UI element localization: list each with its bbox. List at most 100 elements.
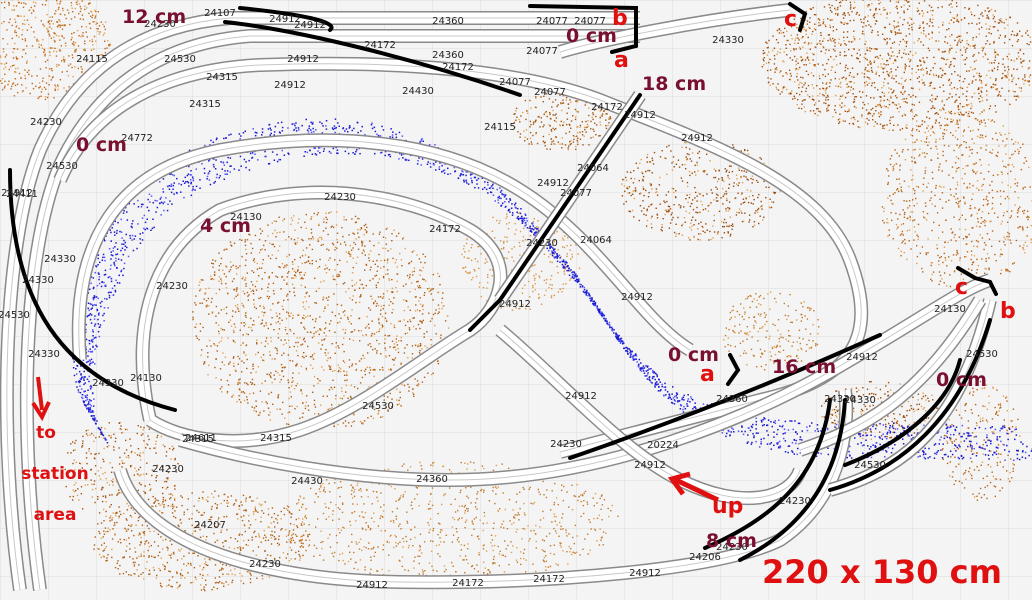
terrain-speck <box>551 106 553 108</box>
terrain-speck <box>729 216 731 218</box>
terrain-speck <box>935 138 937 141</box>
terrain-speck <box>363 420 366 422</box>
terrain-speck <box>235 370 237 372</box>
terrain-speck <box>284 329 287 331</box>
terrain-speck <box>975 36 978 38</box>
terrain-speck <box>917 69 920 71</box>
terrain-speck <box>992 174 994 177</box>
terrain-speck <box>579 124 582 127</box>
terrain-speck <box>367 323 370 325</box>
terrain-speck <box>360 358 363 360</box>
terrain-speck <box>811 53 814 55</box>
terrain-speck <box>990 8 993 11</box>
terrain-speck <box>45 0 48 2</box>
terrain-speck <box>256 280 258 283</box>
terrain-speck <box>57 85 59 88</box>
terrain-speck <box>48 84 50 86</box>
terrain-speck <box>694 171 696 173</box>
terrain-speck <box>39 68 42 70</box>
terrain-speck <box>85 31 87 33</box>
terrain-speck <box>908 5 911 7</box>
terrain-speck <box>831 4 833 7</box>
terrain-speck <box>919 154 921 156</box>
terrain-speck <box>372 417 375 420</box>
terrain-speck <box>1026 235 1028 237</box>
terrain-speck <box>925 67 928 69</box>
terrain-speck <box>671 187 674 190</box>
terrain-speck <box>922 74 925 76</box>
terrain-speck <box>440 334 442 336</box>
terrain-speck <box>17 0 19 1</box>
terrain-speck <box>23 48 25 51</box>
terrain-speck <box>932 9 934 12</box>
terrain-speck <box>529 126 531 128</box>
terrain-speck <box>798 39 800 41</box>
terrain-speck <box>898 82 900 85</box>
terrain-speck <box>45 82 48 84</box>
terrain-speck <box>953 149 955 152</box>
terrain-speck <box>661 226 663 228</box>
terrain-speck <box>307 315 309 317</box>
terrain-speck <box>1018 207 1020 210</box>
terrain-speck <box>592 112 594 114</box>
terrain-speck <box>47 96 49 99</box>
terrain-speck <box>1001 160 1004 162</box>
terrain-speck <box>883 207 885 210</box>
terrain-speck <box>345 251 347 253</box>
terrain-speck <box>952 177 954 179</box>
terrain-speck <box>207 352 209 354</box>
terrain-speck <box>822 40 824 42</box>
terrain-speck <box>871 115 874 117</box>
terrain-speck <box>968 207 971 210</box>
terrain-speck <box>957 42 959 44</box>
terrain-speck <box>963 129 966 131</box>
terrain-speck <box>257 366 260 368</box>
terrain-speck <box>948 22 950 25</box>
terrain-speck <box>850 117 853 120</box>
terrain-speck <box>287 423 290 426</box>
terrain-speck <box>1009 157 1011 159</box>
terrain-speck <box>261 401 263 403</box>
terrain-speck <box>419 320 421 322</box>
terrain-speck <box>307 409 310 411</box>
terrain-speck <box>853 38 856 40</box>
terrain-speck <box>897 247 900 250</box>
terrain-speck <box>871 71 874 73</box>
terrain-speck <box>743 201 746 203</box>
terrain-speck <box>901 98 903 100</box>
terrain-speck <box>868 61 871 64</box>
terrain-speck <box>382 236 385 238</box>
terrain-speck <box>245 344 248 346</box>
terrain-speck <box>884 67 886 69</box>
terrain-speck <box>899 16 901 19</box>
terrain-speck <box>935 187 937 189</box>
terrain-speck <box>18 72 21 75</box>
terrain-speck <box>957 197 959 200</box>
terrain-speck <box>572 141 575 143</box>
terrain-speck <box>702 209 705 211</box>
terrain-speck <box>957 203 959 205</box>
terrain-speck <box>890 47 892 49</box>
terrain-speck <box>302 249 304 251</box>
terrain-speck <box>888 23 891 25</box>
terrain-speck <box>36 38 38 41</box>
terrain-speck <box>365 334 367 336</box>
terrain-speck <box>823 6 826 8</box>
terrain-speck <box>758 222 760 225</box>
terrain-speck <box>834 105 836 107</box>
terrain-speck <box>279 408 281 410</box>
terrain-speck <box>237 294 239 296</box>
terrain-speck <box>838 38 840 40</box>
terrain-speck <box>1000 253 1002 255</box>
terrain-speck <box>338 403 340 406</box>
terrain-speck <box>588 107 590 109</box>
terrain-speck <box>544 112 546 114</box>
terrain-speck <box>945 0 947 1</box>
terrain-speck <box>252 290 255 292</box>
terrain-speck <box>325 335 327 337</box>
terrain-speck <box>834 13 837 15</box>
terrain-speck <box>945 129 948 131</box>
terrain-speck <box>344 310 346 312</box>
terrain-speck <box>382 293 385 295</box>
terrain-speck <box>899 213 901 216</box>
